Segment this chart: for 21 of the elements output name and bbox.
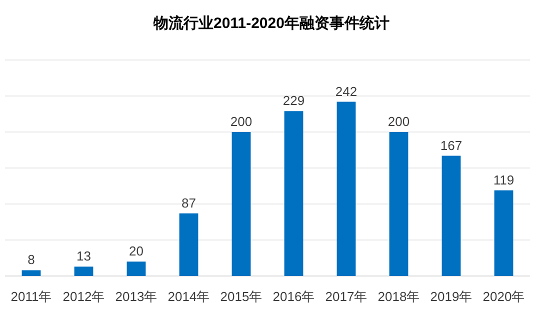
data-label: 13 <box>76 248 91 264</box>
x-tick-label: 2014年 <box>168 289 210 304</box>
data-label: 119 <box>493 172 514 188</box>
x-tick-label: 2011年 <box>10 289 52 304</box>
x-tick-label: 2019年 <box>430 289 472 304</box>
x-tick-label: 2015年 <box>220 289 262 304</box>
x-tick-label: 2017年 <box>325 289 368 304</box>
x-tick-label: 2012年 <box>62 289 105 304</box>
x-tick-label: 2020年 <box>482 289 525 304</box>
data-label: 8 <box>28 252 35 268</box>
data-label: 20 <box>129 244 144 259</box>
data-label: 87 <box>182 195 196 210</box>
chart-title: 物流行业2011-2020年融资事件统计 <box>152 14 390 32</box>
data-label: 200 <box>230 114 252 129</box>
x-tick-label: 2013年 <box>115 289 158 304</box>
data-label: 200 <box>388 114 410 129</box>
x-tick-label: 2018年 <box>378 289 420 304</box>
data-label: 242 <box>335 84 358 99</box>
x-tick-label: 2016年 <box>272 289 315 304</box>
data-label: 229 <box>282 93 305 108</box>
data-label: 167 <box>440 138 462 153</box>
